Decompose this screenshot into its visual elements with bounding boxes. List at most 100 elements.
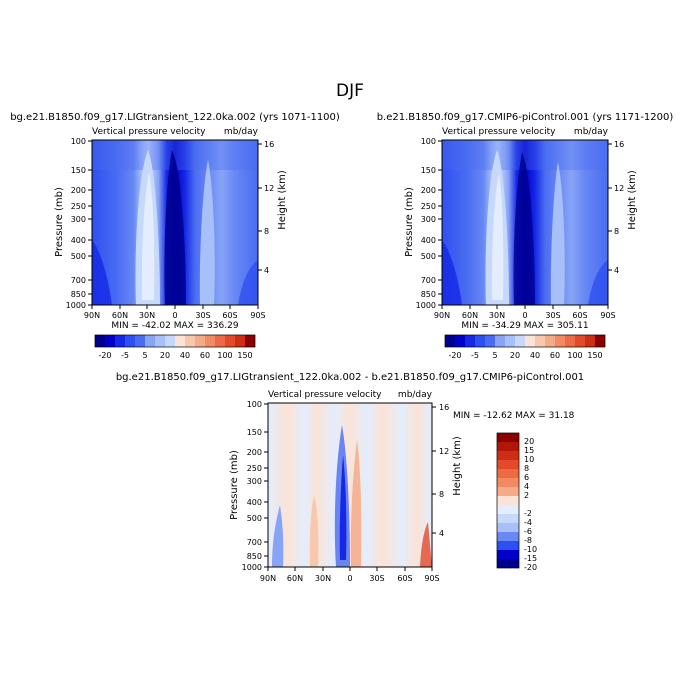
ytick-label: 100 [71, 137, 86, 146]
min-max-stats: MIN = -34.29 MAX = 305.11 [461, 321, 588, 331]
panel-title: bg.e21.B1850.f09_g17.LIGtransient_122.0k… [10, 112, 340, 123]
subtitle-right: mb/day [398, 390, 433, 400]
colorbar-box [497, 451, 519, 460]
colorbar-box [135, 335, 145, 347]
colorbar: -20 -5 5 20 40 60 100 150 [444, 334, 606, 360]
colorbar-box [535, 335, 545, 347]
colorbar-box [595, 335, 605, 347]
colorbar-box [235, 335, 245, 347]
colorbar-box [497, 469, 519, 478]
colorbar-box [497, 496, 519, 505]
y2tick-label: 4 [614, 266, 619, 275]
colorbar-box [497, 559, 519, 568]
colorbar-label: -20 [448, 351, 461, 360]
xtick-label: 0 [522, 311, 527, 320]
ytick-label: 1000 [242, 563, 262, 572]
xtick-label: 90S [424, 574, 439, 583]
colorbar-box [497, 550, 519, 559]
ytick-label: 250 [421, 202, 436, 211]
colorbar-box [205, 335, 215, 347]
subtitle-right: mb/day [574, 127, 609, 137]
colorbar-box [475, 335, 485, 347]
colorbar-box [545, 335, 555, 347]
colorbar-box [465, 335, 475, 347]
ytick-label: 1000 [66, 301, 86, 310]
subtitle-left: Vertical pressure velocity [92, 127, 206, 137]
colorbar: -20 -5 5 20 40 60 100 150 [94, 334, 256, 360]
y-axis-label: Pressure (mb) [229, 450, 240, 520]
xtick-label: 90N [260, 574, 276, 583]
colorbar-frame [94, 334, 256, 348]
colorbar-label: 150 [237, 351, 252, 360]
highlat-south [588, 260, 608, 305]
colorbar-box [245, 335, 255, 347]
diff-neg-inner [339, 455, 347, 560]
colorbar-box [115, 335, 125, 347]
xtick-label: 30S [545, 311, 560, 320]
colorbar-box [497, 541, 519, 550]
panel-difference: bg.e21.B1850.f09_g17.LIGtransient_122.0k… [116, 372, 584, 583]
diff-pos-ridge [350, 440, 362, 567]
colorbar-frame [444, 334, 606, 348]
highlat-south [238, 260, 258, 305]
y-axis-left: 100 150 200 250 300 400 500 700 850 1000… [404, 137, 442, 310]
y2-axis-label: Height (km) [627, 170, 638, 230]
colorbar-label: 20 [524, 437, 534, 446]
panel-picontrol: b.e21.B1850.f09_g17.CMIP6-piControl.001 … [377, 112, 674, 360]
colorbar-box [497, 460, 519, 469]
plot-area [267, 402, 433, 568]
colorbar-label: 20 [510, 351, 520, 360]
plot-area [91, 139, 259, 306]
xtick-label: 90S [600, 311, 615, 320]
subtitle-left: Vertical pressure velocity [442, 127, 556, 137]
y2-axis-label: Height (km) [277, 170, 288, 230]
colorbar-label: 10 [524, 455, 534, 464]
colorbar-box [585, 335, 595, 347]
y-axis-left: 100 150 200 250 300 400 500 700 850 1000… [54, 137, 92, 310]
ytick-label: 150 [71, 166, 86, 175]
ytick-label: 150 [421, 166, 436, 175]
colorbar-box [185, 335, 195, 347]
xtick-label: 90N [84, 311, 100, 320]
field-background [268, 403, 432, 567]
xtick-label: 60N [462, 311, 478, 320]
xtick-label: 90N [434, 311, 450, 320]
colorbar-box [497, 523, 519, 532]
y2-axis-label: Height (km) [452, 436, 463, 496]
ascent-plume-south [199, 160, 215, 305]
min-max-stats: MIN = -12.62 MAX = 31.18 [453, 411, 575, 421]
plot-area [441, 139, 609, 306]
y-axis-right: 16 12 8 4 Height (km) [608, 140, 638, 275]
ytick-label: 700 [247, 538, 262, 547]
descent-core [164, 150, 186, 305]
colorbar-box [497, 442, 519, 451]
ytick-label: 1000 [416, 301, 436, 310]
min-max-stats: MIN = -42.02 MAX = 336.29 [111, 321, 238, 331]
xtick-label: 0 [172, 311, 177, 320]
y-axis-label: Pressure (mb) [404, 187, 415, 257]
colorbar-box [195, 335, 205, 347]
panel-lig: bg.e21.B1850.f09_g17.LIGtransient_122.0k… [10, 112, 340, 360]
descent-core [513, 152, 535, 305]
xtick-label: 0 [347, 574, 352, 583]
ytick-label: 700 [71, 276, 86, 285]
ytick-label: 500 [421, 252, 436, 261]
y2tick-label: 4 [264, 266, 269, 275]
colorbar-frame [496, 432, 520, 569]
y2tick-label: 12 [264, 184, 274, 193]
colorbar-box [497, 478, 519, 487]
ytick-label: 100 [421, 137, 436, 146]
colorbar-label: -8 [524, 536, 532, 545]
xtick-label: 30N [139, 311, 155, 320]
colorbar-box [525, 335, 535, 347]
colorbar-box [175, 335, 185, 347]
ytick-label: 200 [247, 448, 262, 457]
colorbar-box [565, 335, 575, 347]
colorbar-box [165, 335, 175, 347]
y2tick-label: 8 [614, 227, 619, 236]
xtick-label: 30S [195, 311, 210, 320]
panel-title: bg.e21.B1850.f09_g17.LIGtransient_122.0k… [116, 372, 584, 383]
colorbar-box [575, 335, 585, 347]
y2tick-label: 16 [439, 403, 449, 412]
ascent-plume-core [141, 172, 155, 300]
